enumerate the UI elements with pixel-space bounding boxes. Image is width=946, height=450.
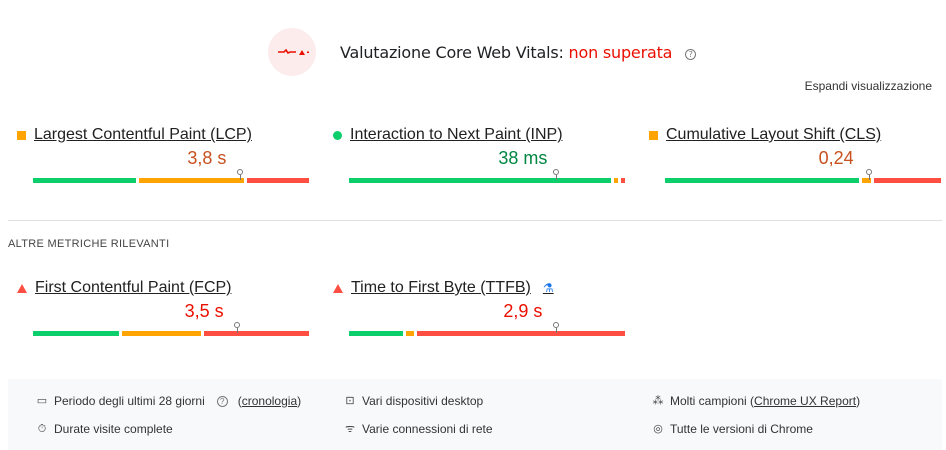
poor-segment (246, 178, 309, 183)
help-icon[interactable]: ? (216, 395, 228, 407)
poor-segment (417, 331, 625, 336)
metric-name-link[interactable]: Interaction to Next Paint (INP) (350, 126, 563, 143)
chrome-icon: ◎ (653, 423, 663, 435)
good-circle-icon (333, 130, 342, 140)
poor-triangle-icon (333, 283, 343, 293)
average-square-icon (17, 130, 26, 140)
section-label: ALTRE METRICHE RILEVANTI (8, 238, 170, 250)
good-segment (349, 178, 611, 183)
samples-text: Molti campioni ( (670, 394, 755, 408)
needs-improvement-segment (122, 331, 201, 336)
metric-value: 2,9 s (503, 301, 543, 321)
metric-cls: Cumulative Layout Shift (CLS) 0,24 (649, 126, 941, 183)
good-segment (33, 178, 136, 183)
footer-samples: ⁂ Molti campioni (Chrome UX Report) (652, 394, 861, 408)
metric-lcp: Largest Contentful Paint (LCP) 3,8 s (17, 126, 309, 183)
p75-marker (866, 169, 873, 180)
needs-improvement-segment (406, 331, 415, 336)
poor-segment (203, 331, 309, 336)
poor-segment (873, 178, 941, 183)
metric-inp: Interaction to Next Paint (INP) 38 ms (333, 126, 625, 183)
good-segment (33, 331, 120, 336)
metric-value: 0,24 (818, 148, 854, 168)
assessment-status: non superata (568, 43, 673, 62)
average-square-icon (649, 130, 658, 140)
metric-name-link[interactable]: Cumulative Layout Shift (CLS) (666, 126, 882, 143)
needs-improvement-segment (862, 178, 871, 183)
distribution-bar (33, 331, 309, 336)
distribution-bar (349, 178, 625, 183)
metric-name-link[interactable]: Largest Contentful Paint (LCP) (34, 126, 252, 143)
p75-marker (553, 322, 559, 333)
metric-name-link[interactable]: First Contentful Paint (FCP) (35, 279, 232, 296)
metric-value: 3,5 s (184, 301, 224, 321)
wifi-icon: ᯤ (344, 423, 356, 435)
p75-marker (553, 169, 559, 180)
period-text: Periodo degli ultimi 28 giorni (54, 394, 205, 408)
metric-value: 3,8 s (187, 148, 227, 168)
poor-triangle-icon (17, 283, 27, 293)
expand-view-link[interactable]: Espandi visualizzazione (804, 79, 932, 93)
samples-icon: ⁂ (652, 395, 664, 407)
assessment-badge-icon (268, 28, 316, 76)
p75-marker (237, 169, 243, 180)
footer-visits: ⏱ Durate visite complete (36, 422, 173, 436)
footer-chrome: ◎ Tutte le versioni di Chrome (652, 422, 813, 436)
cwv-assessment-title: Valutazione Core Web Vitals: non superat… (340, 43, 697, 62)
chrome-text: Tutte le versioni di Chrome (670, 422, 813, 436)
assessment-label: Valutazione Core Web Vitals: (340, 43, 564, 62)
help-icon[interactable]: ? (685, 49, 697, 60)
divider (8, 220, 942, 221)
distribution-bar (665, 178, 941, 183)
metric-value: 38 ms (498, 148, 548, 168)
good-segment (665, 178, 860, 183)
samples-suffix: ) (856, 394, 861, 408)
metric-name-link[interactable]: Time to First Byte (TTFB) (351, 279, 531, 296)
devices-icon: ⊡ (345, 395, 355, 407)
metric-fcp: First Contentful Paint (FCP) 3,5 s (17, 279, 309, 336)
history-link[interactable]: cronologia (241, 394, 298, 408)
poor-segment (620, 178, 625, 183)
footer-period: ▭ Periodo degli ultimi 28 giorni ? (cron… (36, 394, 302, 408)
footer-info: ▭ Periodo degli ultimi 28 giorni ? (cron… (8, 379, 942, 450)
calendar-icon: ▭ (36, 395, 48, 407)
p75-marker (234, 322, 241, 333)
metric-ttfb: Time to First Byte (TTFB) ⚗ 2,9 s (333, 279, 625, 336)
crux-link[interactable]: Chrome UX Report (754, 394, 857, 408)
footer-network: ᯤ Varie connessioni di rete (344, 422, 493, 436)
needs-improvement-segment (613, 178, 618, 183)
good-segment (349, 331, 403, 336)
footer-devices: ⊡ Vari dispositivi desktop (344, 394, 483, 408)
distribution-bar (349, 331, 625, 336)
stopwatch-icon: ⏱ (37, 423, 47, 435)
distribution-bar (33, 178, 309, 183)
flask-icon: ⚗ (542, 281, 554, 295)
network-text: Varie connessioni di rete (362, 422, 493, 436)
visits-text: Durate visite complete (54, 422, 173, 436)
devices-text: Vari dispositivi desktop (362, 394, 484, 408)
needs-improvement-segment (138, 178, 244, 183)
